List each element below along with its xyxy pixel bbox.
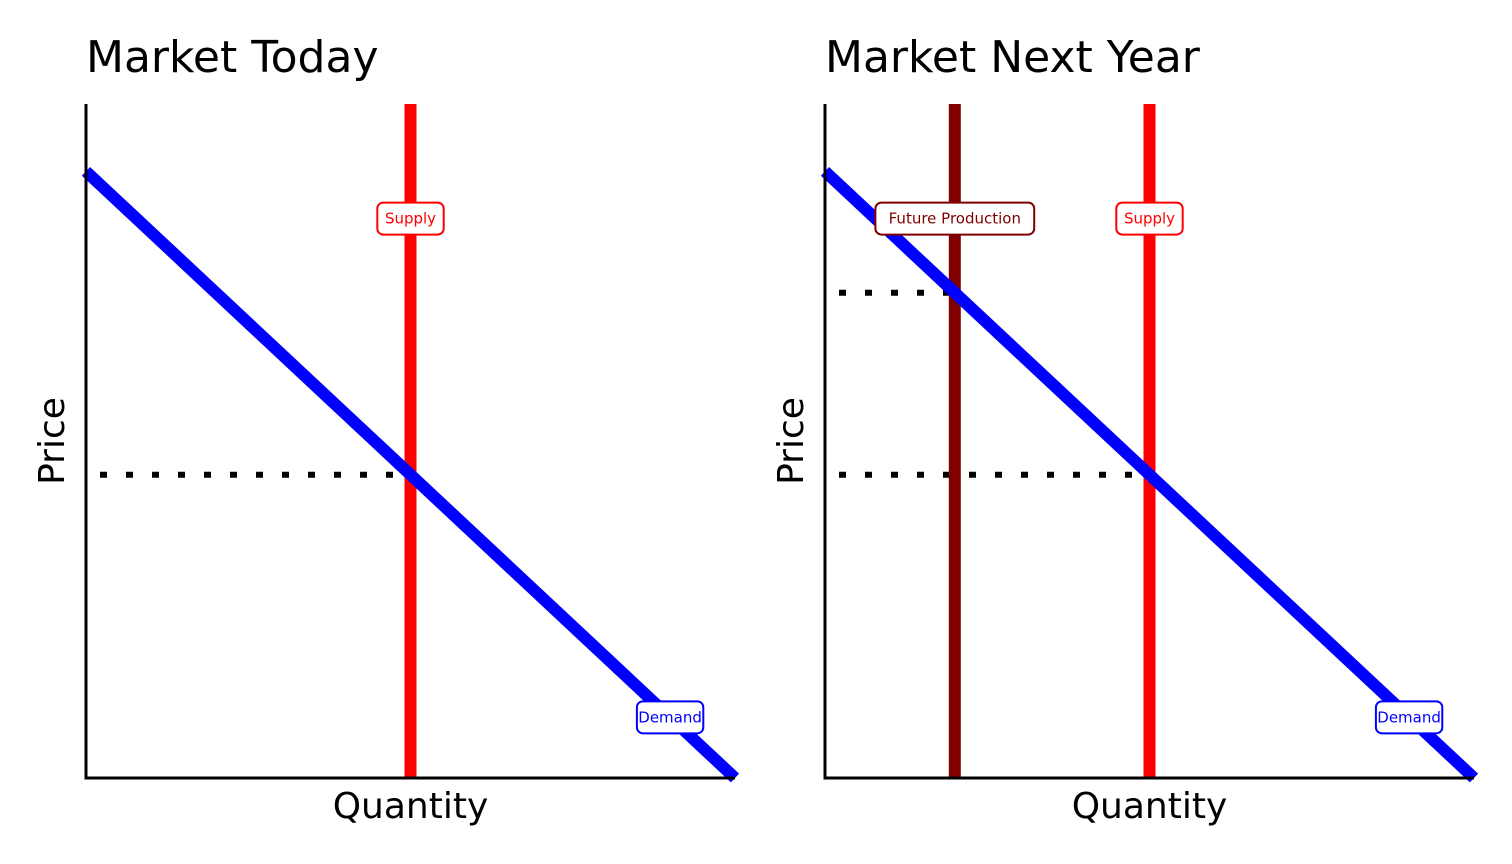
chart-panel-2: Market Next Year Demand Supply Future Produ… [771, 32, 1479, 827]
y-axis-title: Price [32, 397, 73, 485]
label-text: Demand [638, 708, 702, 726]
label-box [376, 201, 445, 236]
label-text: Supply [385, 210, 436, 228]
x-axis-title: Quantity [1072, 786, 1228, 827]
demand-curve [820, 167, 1479, 783]
chart-panel-1: Market Today Demand Supply Quantity Price [32, 32, 740, 827]
y-axis-title: Price [771, 397, 812, 485]
label-text: Demand [1377, 708, 1441, 726]
chart-title: Market Next Year [825, 32, 1201, 83]
label-text: Future Production [889, 210, 1021, 228]
supply-label: Supply [1115, 201, 1184, 236]
label-box [1115, 201, 1184, 236]
label-box [635, 700, 705, 735]
label-text: Supply [1124, 210, 1175, 228]
demand-curve [81, 167, 740, 783]
future-production-label: Future Production [874, 201, 1036, 236]
x-axis-title: Quantity [333, 786, 489, 827]
demand-label: Demand [635, 700, 705, 735]
chart-title: Market Today [86, 32, 379, 83]
demand-label: Demand [1374, 700, 1444, 735]
supply-label: Supply [376, 201, 445, 236]
label-box [874, 201, 1036, 236]
label-box [1374, 700, 1444, 735]
